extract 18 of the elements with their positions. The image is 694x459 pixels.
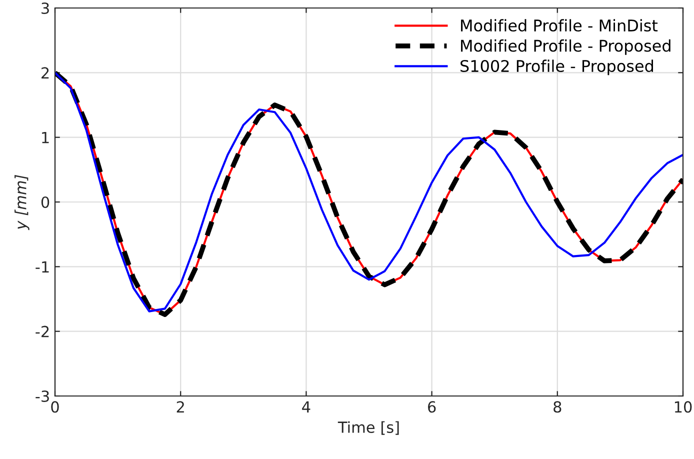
x-tick-label: 4: [302, 401, 310, 412]
x-tick-label: 2: [176, 401, 184, 412]
x-tick-label: 10: [674, 401, 692, 413]
x-axis-title: Time [s]: [338, 421, 399, 435]
y-tick-label: 2: [42, 67, 49, 78]
x-tick-label: 6: [428, 401, 436, 413]
y-tick-label: -3: [36, 390, 49, 402]
y-tick-label: 1: [42, 132, 49, 144]
x-tick-label: 8: [554, 401, 562, 413]
legend-label: Modified Profile - Proposed: [461, 39, 670, 55]
legend-label: Modified Profile - MinDist: [461, 19, 658, 32]
y-axis-title: y [mm]: [14, 174, 30, 230]
legend-label: S1002 Profile - Proposed: [460, 60, 653, 76]
y-tick-label: -2: [36, 326, 49, 338]
y-tick-label: 3: [42, 2, 49, 14]
y-tick-label: 0: [41, 196, 50, 208]
y-tick-label: -1: [36, 261, 49, 272]
x-tick-label: 0: [51, 401, 59, 413]
